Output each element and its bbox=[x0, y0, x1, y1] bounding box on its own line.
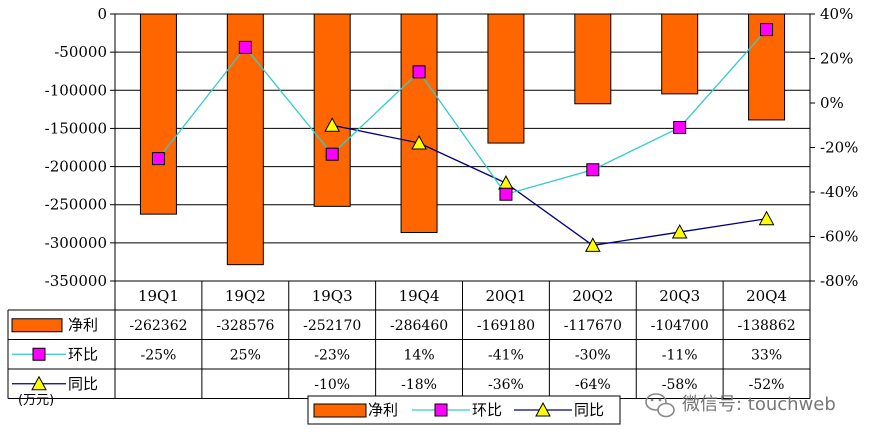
line-series bbox=[151, 23, 775, 252]
qoq-point bbox=[412, 65, 426, 79]
data-label: 14% bbox=[404, 347, 435, 363]
gridlines bbox=[115, 13, 810, 282]
left-tick-label: -150000 bbox=[45, 119, 107, 137]
qoq-point bbox=[586, 163, 600, 177]
category-label: 20Q2 bbox=[572, 287, 613, 305]
legend-key-marker bbox=[434, 403, 448, 417]
left-tick-label: -200000 bbox=[45, 158, 107, 176]
right-tick-label: 40% bbox=[820, 5, 853, 23]
category-label: 19Q2 bbox=[225, 287, 266, 305]
bar bbox=[661, 13, 699, 95]
right-tick-label: 0% bbox=[820, 94, 844, 112]
category-label: 20Q3 bbox=[659, 287, 700, 305]
legend-label: 净利 bbox=[368, 401, 398, 419]
left-tick-label: -300000 bbox=[45, 234, 107, 252]
bar-series bbox=[139, 13, 786, 266]
row-series-name: 环比 bbox=[68, 345, 98, 363]
left-tick-label: -100000 bbox=[45, 81, 107, 99]
data-label: -23% bbox=[314, 347, 350, 363]
legend-label: 环比 bbox=[472, 401, 502, 419]
data-label: -328576 bbox=[216, 318, 274, 334]
bar bbox=[574, 13, 612, 105]
watermark-text: 微信号: touchweb bbox=[682, 394, 836, 415]
data-label: -30% bbox=[575, 347, 611, 363]
category-label: 19Q3 bbox=[312, 287, 353, 305]
legend-key-bar bbox=[313, 403, 367, 418]
qoq-point bbox=[238, 40, 252, 54]
data-label: -138862 bbox=[737, 318, 795, 334]
data-label: -169180 bbox=[477, 318, 535, 334]
data-label: -10% bbox=[314, 377, 350, 393]
bar bbox=[400, 13, 438, 234]
data-label: -18% bbox=[401, 377, 437, 393]
data-label: 33% bbox=[751, 347, 782, 363]
left-tick-label: -350000 bbox=[45, 272, 107, 290]
data-label: -64% bbox=[575, 377, 611, 393]
data-label: -52% bbox=[749, 377, 785, 393]
right-tick-label: -40% bbox=[820, 183, 858, 201]
watermark: 微信号: touchweb bbox=[645, 393, 836, 418]
yoy-line bbox=[332, 124, 767, 247]
unit-label: (万元) bbox=[18, 393, 54, 408]
data-label: -262362 bbox=[129, 318, 187, 334]
yoy-point bbox=[411, 134, 427, 150]
row-key-marker bbox=[32, 347, 46, 361]
left-tick-label: -50000 bbox=[54, 43, 107, 61]
data-table: 19Q1 19Q2 19Q3 19Q4 20Q1 20Q2 20Q3 20Q4 净利 -26236… bbox=[7, 280, 811, 399]
right-tick-label: -60% bbox=[820, 228, 858, 246]
qoq-point bbox=[499, 187, 513, 201]
yoy-point bbox=[758, 210, 775, 226]
qoq-point bbox=[673, 120, 687, 134]
yoy-point bbox=[584, 237, 601, 252]
data-label: -36% bbox=[488, 377, 524, 393]
yoy-point bbox=[324, 117, 341, 132]
bar bbox=[226, 13, 264, 266]
axes: 0 -50000 -100000 -150000 -200000 -250000 -3000… bbox=[45, 5, 859, 290]
bar bbox=[313, 13, 351, 207]
data-label: -117670 bbox=[564, 318, 622, 334]
right-tick-label: -80% bbox=[820, 272, 858, 290]
data-label: -11% bbox=[662, 347, 698, 363]
data-label: -286460 bbox=[390, 318, 448, 334]
wechat-icon bbox=[645, 393, 675, 418]
data-label: -25% bbox=[141, 347, 177, 363]
category-label: 20Q4 bbox=[746, 287, 787, 305]
qoq-point bbox=[325, 147, 339, 161]
bar bbox=[139, 13, 177, 215]
bar bbox=[487, 13, 525, 144]
data-label: -252170 bbox=[303, 318, 361, 334]
row-series-name: 净利 bbox=[68, 316, 98, 334]
row-series-name: 同比 bbox=[68, 375, 98, 393]
qoq-point bbox=[151, 152, 165, 166]
right-tick-label: 20% bbox=[820, 50, 853, 68]
left-tick-label: 0 bbox=[97, 5, 107, 23]
category-label: 20Q1 bbox=[485, 287, 526, 305]
qoq-line bbox=[157, 29, 768, 195]
data-label: -41% bbox=[488, 347, 524, 363]
legend-label: 同比 bbox=[574, 401, 604, 419]
yoy-point bbox=[671, 223, 688, 239]
right-tick-label: -20% bbox=[820, 139, 858, 157]
legend: 净利 环比 同比 bbox=[307, 395, 621, 425]
data-label: -104700 bbox=[651, 318, 709, 334]
category-label: 19Q1 bbox=[138, 287, 179, 305]
qoq-point bbox=[760, 23, 774, 37]
data-label: -58% bbox=[662, 377, 698, 393]
legend-key-marker bbox=[535, 401, 551, 417]
row-key-marker bbox=[31, 375, 47, 391]
left-tick-label: -250000 bbox=[45, 196, 107, 214]
data-label: 25% bbox=[230, 347, 261, 363]
row-key-bar bbox=[11, 318, 63, 333]
category-label: 19Q4 bbox=[399, 287, 440, 305]
